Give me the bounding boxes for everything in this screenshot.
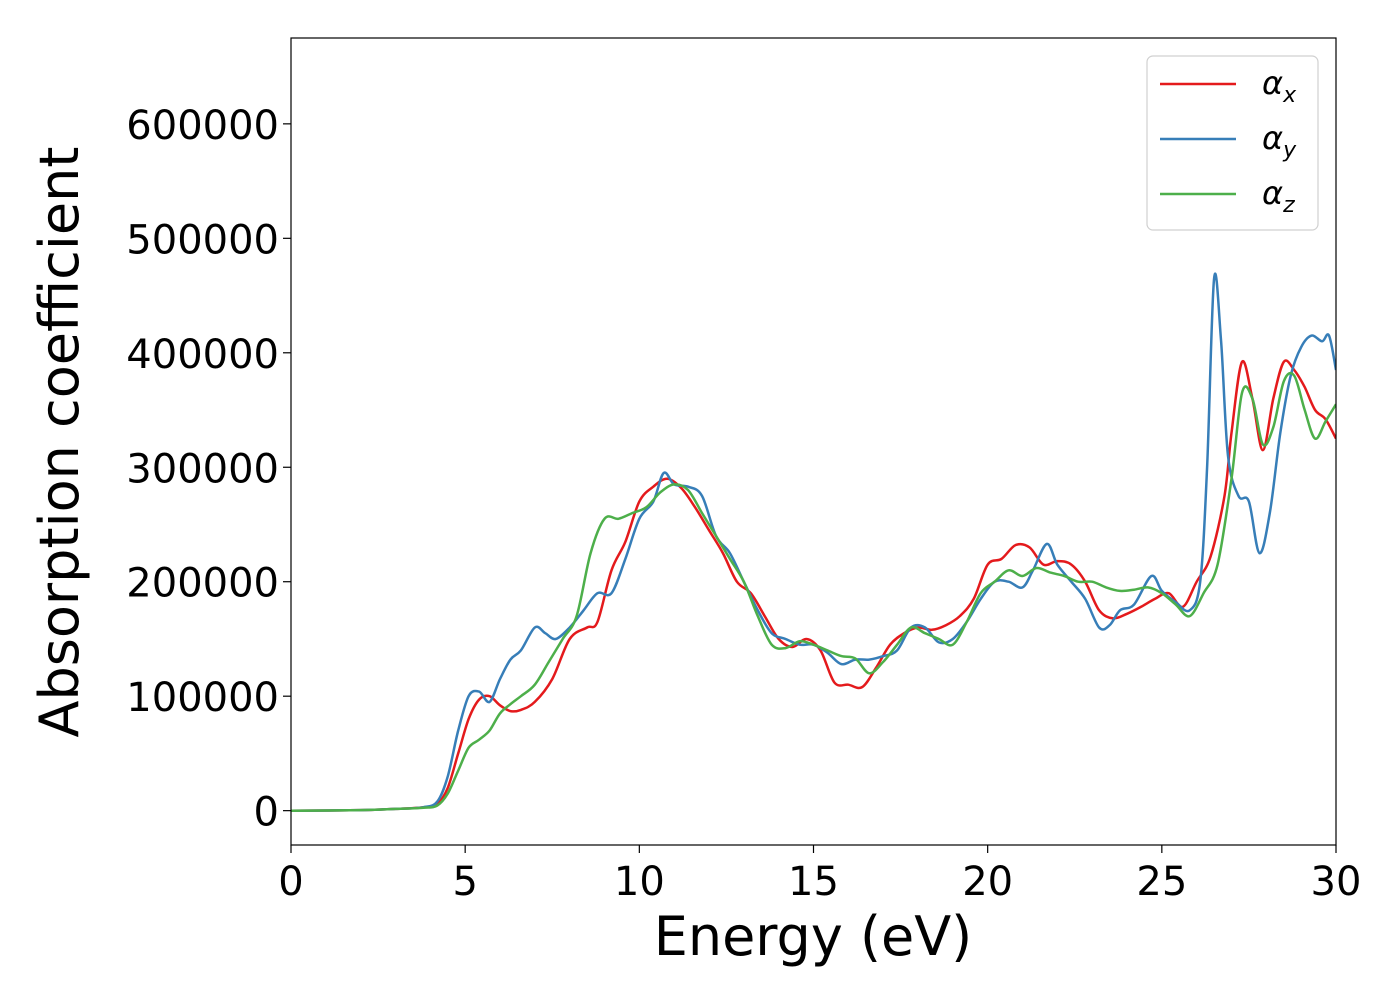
- legend-label-alpha-z: αz: [1262, 174, 1295, 218]
- y-tick-label: 600000: [126, 103, 279, 149]
- y-axis-label: Absorption coefficient: [28, 147, 91, 738]
- x-tick-label: 15: [788, 859, 839, 905]
- x-axis: 0 5 10 15 20 25 30: [278, 845, 1361, 905]
- y-tick-label: 400000: [126, 332, 279, 378]
- x-tick-label: 25: [1136, 859, 1187, 905]
- y-tick-label: 500000: [126, 217, 279, 263]
- series-line-alpha-x: [291, 359, 1336, 812]
- y-tick-label: 300000: [126, 446, 279, 492]
- series-line-alpha-y: [291, 272, 1336, 812]
- x-tick-label: 5: [452, 859, 477, 905]
- x-tick-label: 30: [1311, 859, 1362, 905]
- x-axis-label: Energy (eV): [654, 905, 973, 968]
- y-tick-label: 200000: [126, 561, 279, 607]
- series-line-alpha-z: [291, 371, 1336, 812]
- x-tick-label: 20: [962, 859, 1013, 905]
- legend-box: [1146, 55, 1319, 231]
- x-tick-label: 0: [278, 859, 303, 905]
- x-tick-label: 10: [614, 859, 665, 905]
- y-axis: 0 100000 200000 300000 400000 500000 600000: [126, 103, 291, 836]
- y-tick-label: 0: [254, 790, 279, 836]
- y-tick-label: 100000: [126, 675, 279, 721]
